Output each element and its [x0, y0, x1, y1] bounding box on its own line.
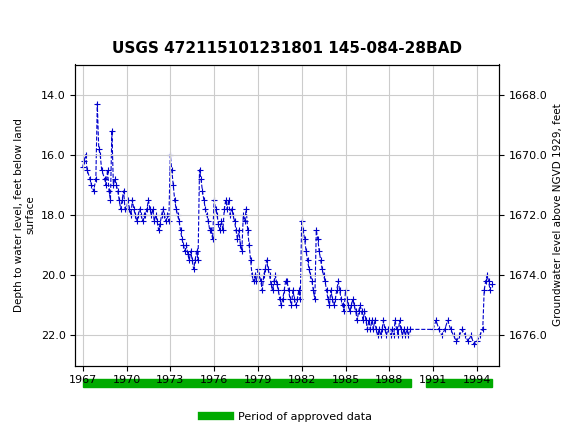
- Y-axis label: Groundwater level above NGVD 1929, feet: Groundwater level above NGVD 1929, feet: [553, 104, 563, 326]
- FancyBboxPatch shape: [426, 379, 491, 387]
- Title: USGS 472115101231801 145-084-28BAD: USGS 472115101231801 145-084-28BAD: [112, 41, 462, 56]
- Y-axis label: Depth to water level, feet below land
surface: Depth to water level, feet below land su…: [14, 118, 35, 312]
- Legend: Period of approved data: Period of approved data: [197, 407, 377, 426]
- FancyBboxPatch shape: [83, 379, 411, 387]
- Text: ✱USGS: ✱USGS: [12, 10, 70, 29]
